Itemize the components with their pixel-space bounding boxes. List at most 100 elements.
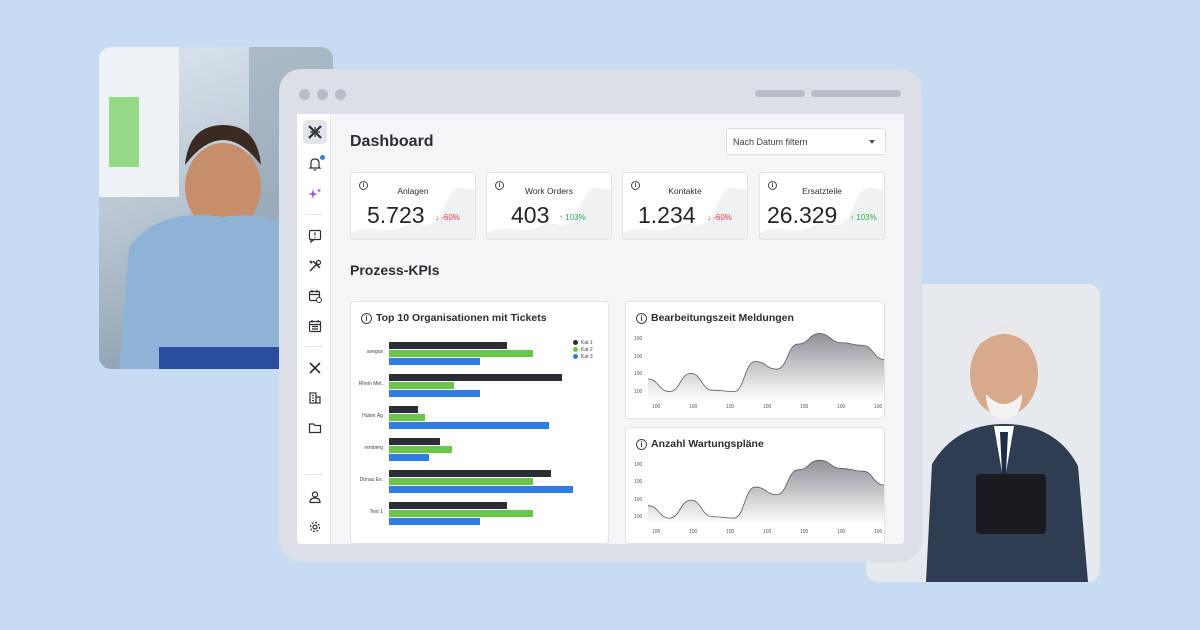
chart-title: i Top 10 Organisationen mit Tickets <box>361 312 547 324</box>
app-logo-icon[interactable] <box>303 356 327 380</box>
legend-swatch <box>573 354 578 359</box>
category-label: Test 1 <box>369 509 383 515</box>
info-icon[interactable]: i <box>361 312 372 324</box>
bar-kat-2[interactable] <box>389 510 534 517</box>
bar-kat-2[interactable] <box>389 478 534 485</box>
bar-kat-1[interactable] <box>389 342 507 349</box>
folder-icon[interactable] <box>303 416 327 440</box>
bar-kat-2[interactable] <box>389 350 534 357</box>
category-label: Rhein Met. <box>358 381 383 387</box>
bar-kat-1[interactable] <box>389 502 507 509</box>
chart-title: i Anzahl Wartungspläne <box>636 438 764 450</box>
y-tick-label: 100 <box>634 371 643 377</box>
window-dot <box>317 89 328 100</box>
chart-title-text: Top 10 Organisationen mit Tickets <box>376 312 547 324</box>
x-tick-label: 100 <box>763 404 772 410</box>
legend-item: Kat 2 <box>573 346 593 353</box>
window-dot <box>299 89 310 100</box>
info-icon[interactable]: i <box>636 438 647 450</box>
main-content: Dashboard Nach Datum filtern i Anlagen 5… <box>331 114 904 544</box>
kpi-delta: ↓ -60% <box>707 213 732 222</box>
kpi-card-kontakte[interactable]: i Kontakte 1.234 ↓ -60% <box>622 172 748 240</box>
section-title: Prozess-KPIs <box>350 262 440 278</box>
kpi-label: Anlagen <box>397 186 429 196</box>
kpi-sparkline <box>351 188 475 239</box>
kpi-label: Work Orders <box>524 186 574 196</box>
area-chart-svg <box>647 459 884 525</box>
app-screen: Dashboard Nach Datum filtern i Anlagen 5… <box>297 114 904 544</box>
area-line <box>647 459 884 519</box>
bar-kat-1[interactable] <box>389 438 441 445</box>
chart-title: i Bearbeitungszeit Meldungen <box>636 312 794 324</box>
window-bar <box>811 90 901 97</box>
gear-icon[interactable] <box>303 515 327 539</box>
category-label: Huber Ag <box>362 413 383 419</box>
notification-badge <box>319 154 326 161</box>
building-icon[interactable] <box>303 386 327 410</box>
calendar-repeat-icon[interactable] <box>303 284 327 308</box>
y-tick-label: 100 <box>634 353 643 360</box>
date-filter-placeholder: Nach Datum filtern <box>733 137 808 147</box>
bar-kat-2[interactable] <box>389 446 452 453</box>
bar-kat-1[interactable] <box>389 374 562 381</box>
x-tick-label: 100 <box>689 404 698 410</box>
sidebar <box>297 114 331 544</box>
y-tick-label: 100 <box>634 388 643 395</box>
legend-item: Kat 1 <box>573 339 593 346</box>
bar-kat-2[interactable] <box>389 414 426 421</box>
kpi-card-work-orders[interactable]: i Work Orders 403 ↑ 103% <box>486 172 612 240</box>
info-icon[interactable]: i <box>495 181 504 190</box>
kpi-sparkline <box>760 188 884 239</box>
app-logo-icon[interactable] <box>303 120 327 144</box>
bar-kat-3[interactable] <box>389 390 481 397</box>
info-icon[interactable]: i <box>636 312 647 324</box>
bar-kat-2[interactable] <box>389 382 454 389</box>
y-tick-label: 100 <box>634 513 643 520</box>
chevron-down-icon <box>869 140 875 144</box>
category-label: remberg <box>364 445 383 451</box>
device-frame: Dashboard Nach Datum filtern i Anlagen 5… <box>279 69 922 562</box>
bar-kat-3[interactable] <box>389 486 574 493</box>
x-tick-label: 100 <box>652 404 661 410</box>
bar-kat-3[interactable] <box>389 454 429 461</box>
kpi-card-ersatzteile[interactable]: i Ersatzteile 26.329 ↑ 103% <box>759 172 885 240</box>
x-tick-label: 100 <box>726 404 735 410</box>
user-icon[interactable] <box>303 485 327 509</box>
x-tick-label: 100 <box>800 404 809 410</box>
kpi-value: 403 <box>511 202 550 228</box>
bell-icon[interactable] <box>303 152 327 176</box>
info-icon[interactable]: i <box>768 181 777 190</box>
chart-card-wartungsplaene: i Anzahl Wartungspläne 100 100 100 100 100 10… <box>625 427 885 544</box>
y-tick-label: 100 <box>634 336 643 342</box>
bar-kat-3[interactable] <box>389 422 549 429</box>
legend-label: Kat 1 <box>581 339 593 346</box>
sparkle-icon[interactable] <box>303 182 327 206</box>
x-tick-label: 100 <box>726 529 735 535</box>
chart-title-text: Anzahl Wartungspläne <box>651 438 764 450</box>
message-alert-icon[interactable] <box>303 224 327 248</box>
window-dot <box>335 89 346 100</box>
kpi-card-anlagen[interactable]: i Anlagen 5.723 ↓ -60% <box>350 172 476 240</box>
calendar-list-icon[interactable] <box>303 314 327 338</box>
page-title: Dashboard <box>350 133 434 150</box>
area-line <box>647 333 884 393</box>
x-tick-label: 100 <box>837 404 846 410</box>
bar-kat-3[interactable] <box>389 518 481 525</box>
bar-kat-1[interactable] <box>389 406 418 413</box>
bar-kat-1[interactable] <box>389 470 551 477</box>
y-tick-label: 100 <box>634 462 643 468</box>
bar-kat-3[interactable] <box>389 358 481 365</box>
x-tick-label: 100 <box>689 529 698 535</box>
x-tick-label: 100 <box>763 529 772 535</box>
kpi-value: 1.234 <box>638 202 696 228</box>
tools-icon[interactable] <box>303 254 327 278</box>
legend-label: Kat 2 <box>581 346 593 353</box>
kpi-delta: ↑ 103% <box>850 213 877 222</box>
date-filter-select[interactable]: Nach Datum filtern <box>726 128 886 155</box>
info-icon[interactable]: i <box>631 181 640 190</box>
info-icon[interactable]: i <box>359 181 368 190</box>
category-label: avegos <box>366 349 383 355</box>
sidebar-divider <box>305 214 323 215</box>
chart-title-text: Bearbeitungszeit Meldungen <box>651 312 794 324</box>
chart-card-bearbeitungszeit: i Bearbeitungszeit Meldungen 100 100 100 10… <box>625 301 885 419</box>
